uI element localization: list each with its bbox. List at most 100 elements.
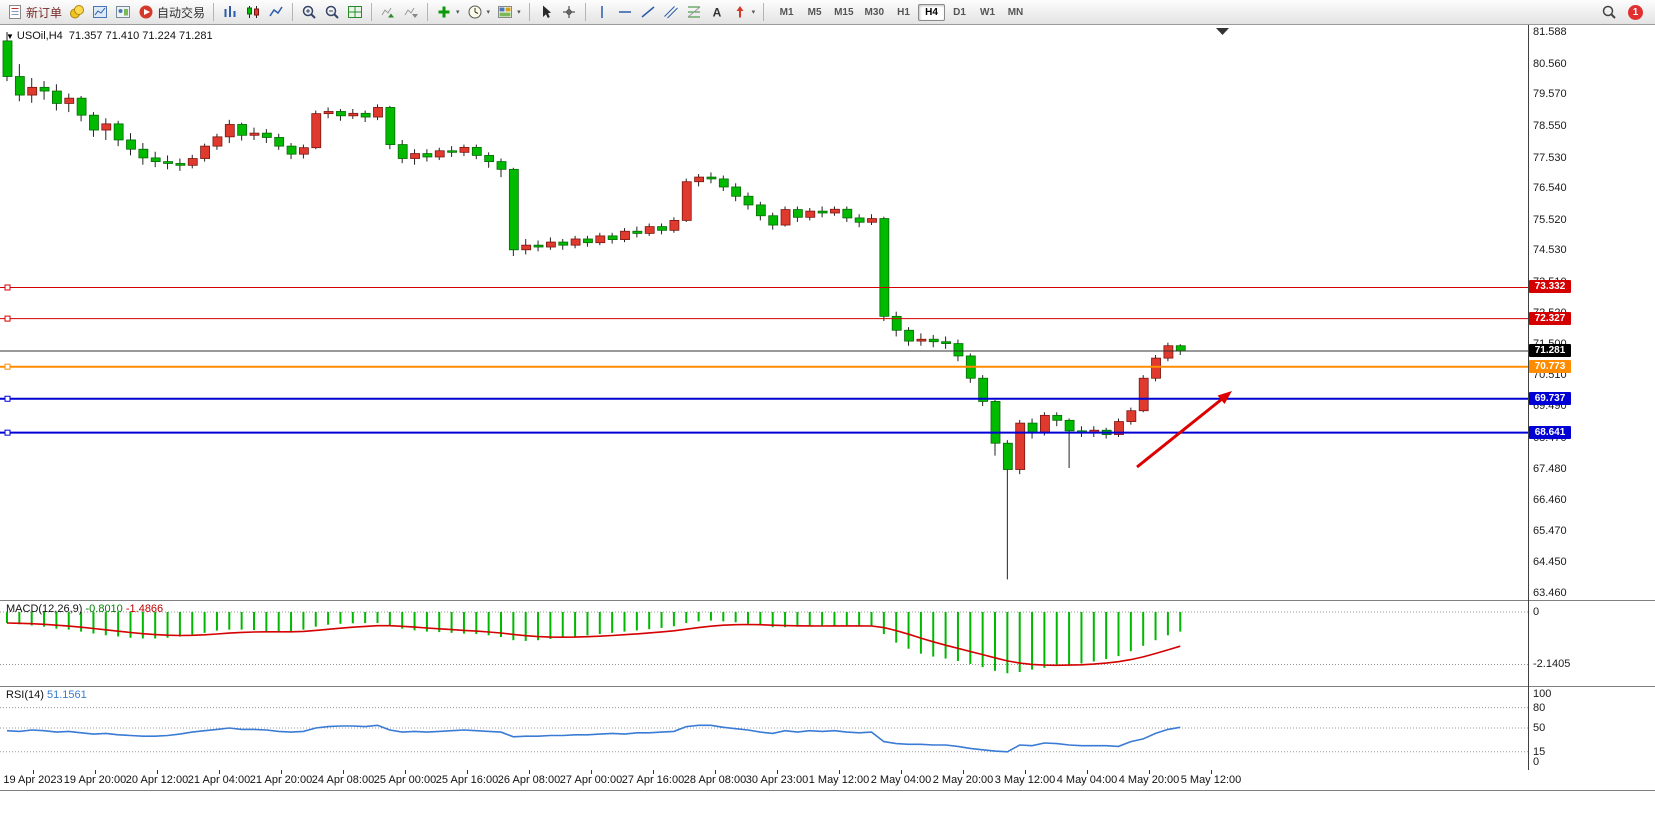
candle <box>978 377 989 402</box>
text-button[interactable]: A <box>706 3 728 21</box>
rsi-label: RSI(14) 51.1561 <box>6 689 87 701</box>
time-axis-label: 28 Apr 08:00 <box>683 774 747 786</box>
time-tick <box>1025 770 1026 774</box>
candle <box>694 176 704 183</box>
line-handle[interactable] <box>4 429 11 436</box>
line-handle[interactable] <box>4 363 11 370</box>
candle <box>27 86 38 96</box>
candle <box>163 161 173 164</box>
cursor-button[interactable] <box>535 3 557 21</box>
candle <box>867 218 877 223</box>
navigator-button[interactable] <box>112 3 134 21</box>
line-handle[interactable] <box>4 395 11 402</box>
auto-trading-button[interactable]: 自动交易 <box>135 3 208 22</box>
market-watch-button[interactable] <box>89 3 111 21</box>
chart-shift-button[interactable] <box>400 3 422 21</box>
rsi-panel-separator[interactable] <box>0 686 1655 687</box>
timeframe-button-m15[interactable]: M15 <box>834 6 854 18</box>
periods-button[interactable]: ▾ <box>464 3 494 21</box>
time-axis-label: 20 Apr 12:00 <box>125 774 189 786</box>
timeframe-button-m5[interactable]: M5 <box>807 6 822 18</box>
trend-arrow-head[interactable] <box>1217 391 1232 405</box>
price-axis-label: 79.570 <box>1533 88 1567 101</box>
symbol-title: USOil,H4 <box>16 30 63 42</box>
trend-arrow-line[interactable] <box>1136 398 1223 469</box>
time-tick <box>343 770 344 774</box>
new-order-button[interactable]: 新订单 <box>4 3 65 22</box>
candle <box>1114 421 1124 435</box>
chart-shift-marker[interactable] <box>1216 28 1229 35</box>
line-chart-button[interactable] <box>265 3 287 21</box>
candle <box>1163 345 1174 359</box>
price-tag-73.332: 73.332 <box>1529 280 1571 294</box>
auto-scroll-icon <box>380 4 396 20</box>
line-chart-icon <box>268 4 284 20</box>
tile-windows-button[interactable] <box>344 3 366 21</box>
candle <box>447 150 458 153</box>
line-handle[interactable] <box>4 315 11 322</box>
fibonacci-button[interactable] <box>683 3 705 21</box>
rsi-panel[interactable] <box>0 686 1528 770</box>
time-tick <box>653 770 654 774</box>
price-axis-label: 77.530 <box>1533 151 1567 164</box>
candle <box>768 215 779 226</box>
chart-window: ▼ USOil,H4 71.357 71.410 71.224 71.281 MA… <box>0 25 1655 791</box>
time-axis[interactable]: 19 Apr 2023 19 Apr 20:00 20 Apr 12:00 21 Ap… <box>0 770 1655 790</box>
candle <box>681 181 692 221</box>
price-axis-label: 67.480 <box>1533 462 1567 475</box>
candle <box>1015 422 1026 470</box>
time-axis-label: 25 Apr 16:00 <box>435 774 499 786</box>
horizontal-line-button[interactable] <box>614 3 636 21</box>
rsi-axis-label: 50 <box>1533 722 1546 734</box>
channel-button[interactable] <box>660 3 682 21</box>
bar-chart-button[interactable] <box>219 3 241 21</box>
timeframe-button-w1[interactable]: W1 <box>980 6 995 18</box>
crosshair-icon <box>561 4 577 20</box>
search-button[interactable] <box>1598 3 1620 21</box>
candlestick-chart-button[interactable] <box>242 3 264 21</box>
main-chart-canvas[interactable] <box>0 25 1528 600</box>
symbol-dropdown-icon[interactable]: ▼ <box>6 32 14 41</box>
time-tick <box>901 770 902 774</box>
timeframe-button-m1[interactable]: M1 <box>779 6 794 18</box>
chevron-down-icon: ▾ <box>517 9 521 16</box>
macd-panel-separator[interactable] <box>0 600 1655 601</box>
indicators-button[interactable]: ▾ <box>433 3 463 21</box>
price-tag-69.737: 69.737 <box>1529 391 1571 405</box>
price-axis-label: 81.588 <box>1533 26 1567 38</box>
candle <box>731 186 742 197</box>
arrows-button[interactable]: ▾ <box>729 3 759 21</box>
coins-icon <box>69 4 85 20</box>
timeframe-button-mn[interactable]: MN <box>1007 6 1024 18</box>
price-axis-label: 75.520 <box>1533 213 1567 226</box>
trendline-button[interactable] <box>637 3 659 21</box>
candle <box>175 163 186 166</box>
candle <box>570 238 581 246</box>
zoom-in-button[interactable] <box>298 3 320 21</box>
candle <box>632 230 643 234</box>
time-axis-label: 4 May 20:00 <box>1118 774 1180 786</box>
timeframe-button-h1[interactable]: H1 <box>897 6 910 18</box>
rsi-axis-label: 80 <box>1533 701 1546 714</box>
line-handle[interactable] <box>4 284 11 291</box>
toolbar-separator <box>213 3 215 21</box>
timeframe-button-m30[interactable]: M30 <box>864 6 884 18</box>
templates-button[interactable]: ▾ <box>494 3 524 21</box>
candle <box>76 97 87 116</box>
notification-badge[interactable]: 1 <box>1628 4 1643 20</box>
rsi-axis-label: 100 <box>1533 688 1552 700</box>
macd-panel[interactable] <box>0 600 1528 686</box>
toolbar-separator <box>528 3 530 21</box>
zoom-out-button[interactable] <box>321 3 343 21</box>
time-tick <box>1211 770 1212 774</box>
macd-main-value: -0.8010 <box>85 603 123 615</box>
timeframe-button-d1[interactable]: D1 <box>953 6 966 18</box>
timeframe-button-h4[interactable]: H4 <box>918 3 945 21</box>
vertical-line-button[interactable] <box>591 3 613 21</box>
crosshair-button[interactable] <box>558 3 580 21</box>
auto-scroll-button[interactable] <box>377 3 399 21</box>
coins-button[interactable] <box>66 3 88 21</box>
time-axis-label: 27 Apr 16:00 <box>621 774 685 786</box>
market-watch-icon <box>92 4 108 20</box>
